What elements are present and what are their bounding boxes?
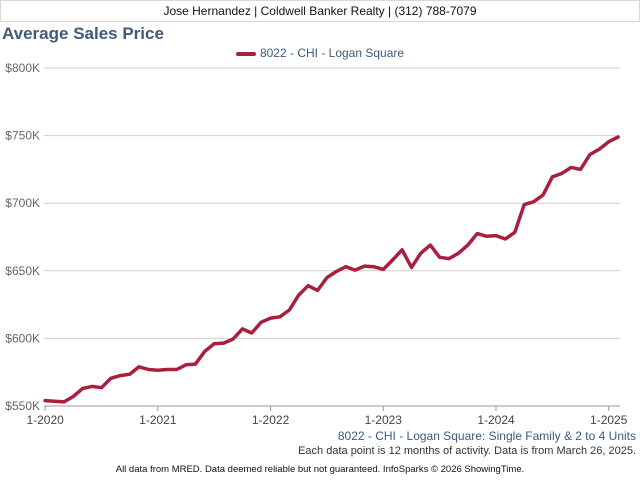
data-point xyxy=(260,321,263,324)
data-point xyxy=(607,140,610,143)
data-point xyxy=(203,350,206,353)
x-tick-label: 1-2025 xyxy=(590,413,628,427)
y-tick-label: $650K xyxy=(5,264,40,278)
data-point xyxy=(410,266,413,269)
data-point xyxy=(570,166,573,169)
data-point xyxy=(81,387,84,390)
data-point xyxy=(213,342,216,345)
data-point xyxy=(288,309,291,312)
data-point xyxy=(617,135,620,138)
legend-label: 8022 - CHI - Logan Square xyxy=(259,46,405,60)
data-point xyxy=(382,268,385,271)
data-point xyxy=(513,231,516,234)
chart-subtitle: 8022 - CHI - Logan Square: Single Family… xyxy=(337,429,636,443)
data-point xyxy=(91,385,94,388)
data-point xyxy=(269,317,272,320)
data-point xyxy=(138,365,141,368)
data-point xyxy=(44,399,47,402)
data-point xyxy=(448,257,451,260)
data-point xyxy=(495,234,498,237)
data-point xyxy=(485,235,488,238)
data-point xyxy=(438,256,441,259)
data-point xyxy=(297,294,300,297)
x-tick-label: 1-2023 xyxy=(365,413,403,427)
series-group xyxy=(43,135,620,404)
data-point xyxy=(100,386,103,389)
data-point xyxy=(175,368,178,371)
series-line xyxy=(43,135,620,404)
chart-title: Average Sales Price xyxy=(2,24,164,43)
x-axis-ticks: 1-2020 1-2021 1-2022 1-2023 1-2024 1-2025 xyxy=(26,406,628,427)
data-point xyxy=(532,200,535,203)
data-point xyxy=(542,194,545,197)
data-point xyxy=(391,258,394,261)
data-point xyxy=(250,331,253,334)
legend-swatch xyxy=(235,51,256,56)
data-point xyxy=(307,284,310,287)
data-point xyxy=(62,400,65,403)
x-tick-label: 1-2021 xyxy=(139,413,177,427)
data-point xyxy=(598,148,601,151)
data-point xyxy=(419,252,422,255)
data-point xyxy=(166,368,169,371)
data-point xyxy=(335,270,338,273)
y-tick-label: $600K xyxy=(5,331,40,345)
y-axis-ticks: $550K $600K $650K $700K $750K $800K xyxy=(5,61,40,413)
y-tick-label: $700K xyxy=(5,196,40,210)
data-point xyxy=(147,368,150,371)
data-point xyxy=(72,395,75,398)
grid-lines xyxy=(44,67,620,407)
x-tick-label: 1-2020 xyxy=(26,413,64,427)
data-point xyxy=(156,369,159,372)
data-point xyxy=(560,172,563,175)
data-point xyxy=(363,265,366,268)
data-point xyxy=(504,238,507,241)
data-point xyxy=(401,248,404,251)
data-note: Each data point is 12 months of activity… xyxy=(298,445,636,457)
data-point xyxy=(523,203,526,206)
data-point xyxy=(53,400,56,403)
y-tick-label: $800K xyxy=(5,61,40,75)
data-point xyxy=(278,315,281,318)
data-point xyxy=(344,265,347,268)
data-point xyxy=(579,168,582,171)
y-tick-label: $550K xyxy=(5,399,40,413)
chart-legend[interactable]: 8022 - CHI - Logan Square xyxy=(0,46,640,60)
data-point xyxy=(222,342,225,345)
data-point xyxy=(185,363,188,366)
data-point xyxy=(241,327,244,330)
data-point xyxy=(372,265,375,268)
data-point xyxy=(109,377,112,380)
x-tick-label: 1-2024 xyxy=(477,413,515,427)
line-chart: $550K$600K$650K$700K$750K$800K 1-2020 1-2… xyxy=(5,61,628,427)
data-point xyxy=(429,244,432,247)
data-point xyxy=(457,252,460,255)
agent-line: Jose Hernandez | Coldwell Banker Realty … xyxy=(163,4,477,18)
data-point xyxy=(476,232,479,235)
data-point xyxy=(588,153,591,156)
data-point xyxy=(194,363,197,366)
x-tick-label: 1-2022 xyxy=(252,413,290,427)
data-point xyxy=(232,338,235,341)
data-point xyxy=(316,289,319,292)
data-point xyxy=(119,374,122,377)
data-point xyxy=(128,373,131,376)
y-tick-label: $750K xyxy=(5,129,40,143)
agent-header: Jose Hernandez | Coldwell Banker Realty … xyxy=(0,0,640,22)
data-point xyxy=(551,175,554,178)
footer-disclaimer: All data from MRED. Data deemed reliable… xyxy=(115,464,525,475)
data-point xyxy=(466,244,469,247)
data-point xyxy=(354,269,357,272)
data-point xyxy=(325,276,328,279)
